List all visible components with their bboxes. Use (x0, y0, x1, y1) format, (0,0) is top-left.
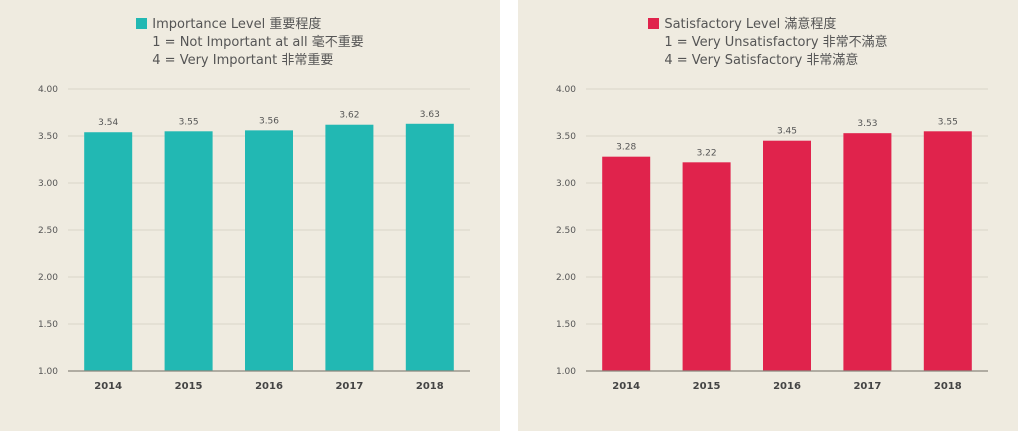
importance-x-tick-label-2016: 2016 (255, 381, 283, 392)
importance-data-label-2014: 3.54 (98, 118, 118, 128)
satisfaction-data-label-2017: 3.53 (857, 119, 877, 129)
satisfaction-bar-2015 (682, 162, 731, 371)
satisfaction-legend-scale-min: 1 = Very Unsatisfactory 非常不滿意 (664, 35, 888, 50)
satisfaction-chart-panel: Satisfactory Level 滿意程度 1 = Very Unsatis… (518, 0, 1018, 431)
satisfaction-data-label-2016: 3.45 (777, 127, 797, 137)
satisfaction-legend-swatch (648, 18, 660, 29)
importance-bar-2016 (245, 130, 293, 371)
satisfaction-y-tick-label: 2.00 (556, 273, 576, 283)
importance-bar-2017 (325, 124, 374, 371)
satisfaction-bar-2017 (843, 133, 892, 371)
satisfaction-legend-series-name: Satisfactory Level 滿意程度 (664, 17, 837, 32)
satisfaction-y-tick-label: 2.50 (556, 226, 576, 236)
satisfaction-y-tick-label: 1.50 (556, 320, 576, 330)
importance-y-tick-label: 1.50 (38, 320, 58, 330)
importance-bar-2015 (164, 131, 213, 371)
satisfaction-y-tick-label: 3.00 (556, 179, 576, 189)
satisfaction-y-tick-label: 4.00 (556, 85, 576, 95)
importance-x-tick-label-2014: 2014 (94, 381, 122, 392)
satisfaction-x-tick-label-2016: 2016 (773, 381, 801, 392)
importance-legend-scale-min: 1 = Not Important at all 毫不重要 (152, 35, 364, 50)
importance-chart-panel: Importance Level 重要程度 1 = Not Important … (0, 0, 500, 431)
importance-y-tick-label: 2.50 (38, 226, 58, 236)
importance-data-label-2017: 3.62 (339, 111, 359, 121)
satisfaction-x-tick-label-2014: 2014 (612, 381, 640, 392)
satisfaction-y-tick-label: 3.50 (556, 132, 576, 142)
importance-x-tick-label-2018: 2018 (416, 381, 444, 392)
satisfaction-x-tick-label-2017: 2017 (853, 381, 881, 392)
satisfaction-y-tick-label: 1.00 (556, 367, 576, 377)
importance-data-label-2015: 3.55 (179, 117, 199, 127)
importance-bar-chart: 1.00 1.50 2.00 2.50 3.00 3.50 4.00 3.54 2014 3.55… (38, 85, 470, 392)
importance-y-tick-label: 3.00 (38, 179, 58, 189)
importance-y-tick-label: 3.50 (38, 132, 58, 142)
satisfaction-data-label-2014: 3.28 (616, 143, 636, 153)
satisfaction-bar-2016 (763, 140, 811, 371)
importance-legend-series-name: Importance Level 重要程度 (152, 17, 322, 32)
importance-bar-2018 (405, 123, 454, 371)
importance-legend-swatch (136, 18, 148, 29)
importance-legend: Importance Level 重要程度 1 = Not Important … (0, 16, 500, 70)
importance-data-label-2018: 3.63 (420, 110, 440, 120)
satisfaction-x-tick-label-2018: 2018 (934, 381, 962, 392)
satisfaction-data-label-2015: 3.22 (697, 148, 717, 158)
satisfaction-data-label-2018: 3.55 (938, 117, 958, 127)
importance-bar-2014 (84, 132, 133, 371)
importance-x-tick-label-2015: 2015 (175, 381, 203, 392)
satisfaction-bar-2014 (602, 156, 651, 371)
satisfaction-legend-scale-max: 4 = Very Satisfactory 非常滿意 (664, 53, 859, 68)
satisfaction-x-tick-label-2015: 2015 (693, 381, 721, 392)
importance-data-label-2016: 3.56 (259, 116, 279, 126)
importance-legend-scale-max: 4 = Very Important 非常重要 (152, 53, 334, 68)
importance-y-tick-label: 4.00 (38, 85, 58, 95)
importance-y-tick-label: 1.00 (38, 367, 58, 377)
satisfaction-bar-2018 (923, 131, 972, 371)
importance-y-tick-label: 2.00 (38, 273, 58, 283)
importance-x-tick-label-2017: 2017 (335, 381, 363, 392)
satisfaction-legend: Satisfactory Level 滿意程度 1 = Very Unsatis… (518, 16, 1018, 70)
satisfaction-bar-chart: 1.00 1.50 2.00 2.50 3.00 3.50 4.00 3.28 2014 3.22… (556, 85, 988, 392)
